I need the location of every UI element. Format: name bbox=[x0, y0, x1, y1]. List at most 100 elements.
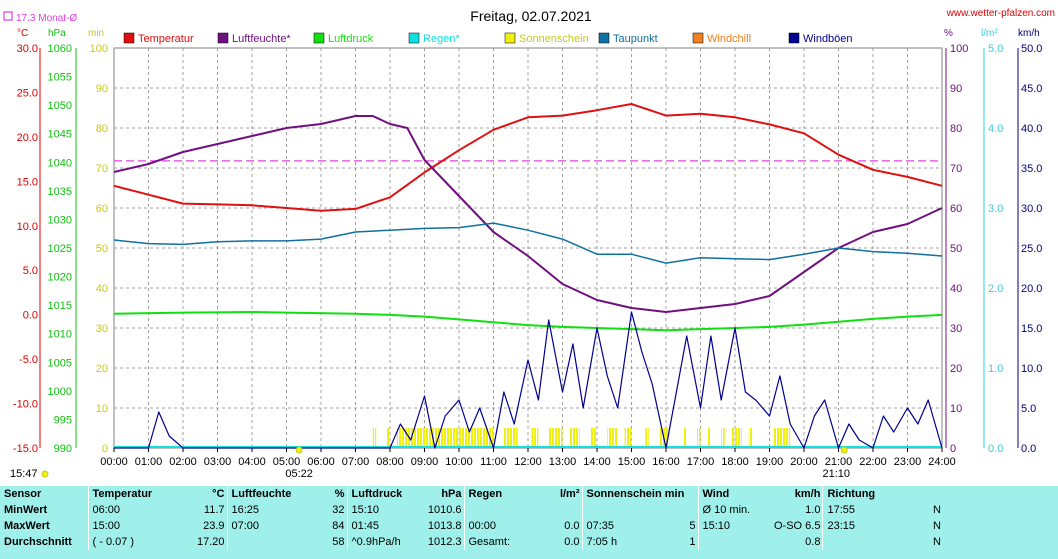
pressure-axis-tick-label: 1060 bbox=[48, 43, 72, 55]
legend-swatch-temperature bbox=[123, 32, 135, 44]
humidity-axis-tick-label: 40 bbox=[950, 283, 962, 295]
sunrise-label: 05:22 bbox=[285, 468, 313, 480]
sunshine-bar bbox=[503, 428, 518, 448]
direction-time bbox=[822, 534, 877, 550]
legend-swatch-humidity bbox=[217, 32, 229, 44]
series-line-pressure bbox=[113, 311, 943, 332]
sunshine-bar bbox=[531, 428, 539, 448]
legend-swatch-windchill bbox=[692, 32, 704, 44]
series-line-gust bbox=[114, 311, 943, 449]
sunshine-bar bbox=[569, 428, 580, 448]
wind-axis-tick-label: 5.0 bbox=[1021, 403, 1036, 415]
rain-unit-label: l/m² bbox=[981, 28, 998, 39]
sunrise-icon bbox=[295, 446, 303, 454]
header-sensor: Sensor bbox=[4, 488, 42, 500]
time-tick-label: 16:00 bbox=[652, 456, 680, 468]
wind-value: 1.0 bbox=[805, 504, 821, 516]
weather-chart: Freitag, 02.07.2021 www.wetter-pfalzen.c… bbox=[3, 8, 1055, 480]
rain-axis-tick-label: 2.0 bbox=[988, 283, 1003, 295]
sunshine-bar bbox=[707, 428, 711, 448]
humidity-axis-tick-label: 20 bbox=[950, 363, 962, 375]
legend-label-pressure: Luftdruck bbox=[328, 33, 374, 45]
pressure-axis-tick-label: 1045 bbox=[48, 129, 72, 141]
stats-row-max: MaxWert 15:00 23.9 07:00 84 01:45 1013.8… bbox=[0, 518, 943, 534]
series-line-dewpoint bbox=[113, 222, 943, 264]
wind-axis-tick-label: 30.0 bbox=[1021, 203, 1042, 215]
pressure-value: 1010.6 bbox=[427, 504, 462, 516]
wind-axis-tick-label: 25.0 bbox=[1021, 243, 1042, 255]
temp-axis-tick-label: -5.0 bbox=[19, 354, 38, 366]
wind-axis-tick-label: 50.0 bbox=[1021, 43, 1042, 55]
wind-time bbox=[697, 534, 770, 550]
header-wind-unit: km/h bbox=[794, 488, 821, 500]
sunshine-bar bbox=[372, 428, 377, 448]
wind-value: O-SO 6.5 bbox=[774, 520, 821, 532]
humidity-time: 07:00 bbox=[226, 518, 307, 534]
source-label: www.wetter-pfalzen.com bbox=[946, 8, 1055, 19]
sunshine-bar bbox=[386, 428, 390, 448]
legend-label-dewpoint: Taupunkt bbox=[613, 33, 658, 45]
sunshine-axis-tick-label: 70 bbox=[96, 163, 108, 175]
sunshine-bar bbox=[607, 428, 618, 448]
header-rain: Regen bbox=[463, 486, 538, 502]
time-tick-label: 10:00 bbox=[445, 456, 473, 468]
time-tick-label: 13:00 bbox=[549, 456, 577, 468]
sunshine-bar bbox=[748, 428, 753, 448]
time-tick-label: 09:00 bbox=[411, 456, 439, 468]
wind-time: Ø 10 min. bbox=[697, 502, 770, 518]
temp-axis-tick-label: 30.0 bbox=[17, 43, 38, 55]
pressure-axis-tick-label: 990 bbox=[54, 443, 72, 455]
humidity-value: 58 bbox=[332, 536, 345, 548]
wind-axis-tick-label: 15.0 bbox=[1021, 323, 1042, 335]
temp-axis-tick-label: 0.0 bbox=[23, 310, 38, 322]
temp-axis-tick-label: 15.0 bbox=[17, 176, 38, 188]
series-line-humidity bbox=[113, 115, 943, 313]
time-tick-label: 21:00 bbox=[825, 456, 853, 468]
rain-axis-tick-label: 1.0 bbox=[988, 363, 1003, 375]
time-tick-label: 22:00 bbox=[859, 456, 887, 468]
time-tick-label: 07:00 bbox=[342, 456, 370, 468]
pressure-time: ^0.9hPa/h bbox=[346, 534, 419, 550]
time-tick-label: 15:00 bbox=[618, 456, 646, 468]
legend-label-rain: Regen* bbox=[423, 33, 460, 45]
legend-swatch-rain bbox=[408, 32, 420, 44]
sunshine-time bbox=[581, 502, 654, 518]
row-label: Durchschnitt bbox=[4, 536, 72, 548]
humidity-axis-tick-label: 50 bbox=[950, 243, 962, 255]
pressure-axis-tick-label: 1040 bbox=[48, 157, 72, 169]
row-label: MaxWert bbox=[4, 520, 50, 532]
direction-value: N bbox=[933, 536, 941, 548]
legend-swatch-dewpoint bbox=[598, 32, 610, 44]
sunset-label: 21:10 bbox=[822, 468, 850, 480]
pressure-value: 1013.8 bbox=[427, 520, 462, 532]
humidity-axis-tick-label: 90 bbox=[950, 83, 962, 95]
pressure-unit-label: hPa bbox=[48, 28, 66, 39]
humidity-axis-tick-label: 0 bbox=[950, 443, 956, 455]
pressure-axis-tick-label: 1015 bbox=[48, 300, 72, 312]
rain-axis-tick-label: 0.0 bbox=[988, 443, 1003, 455]
wind-unit-label: km/h bbox=[1018, 28, 1040, 39]
legend-swatch-pressure bbox=[313, 32, 325, 44]
time-tick-label: 19:00 bbox=[756, 456, 784, 468]
sunshine-axis-tick-label: 30 bbox=[96, 323, 108, 335]
chart-title: Freitag, 02.07.2021 bbox=[470, 8, 592, 24]
sunshine-value: 1 bbox=[689, 536, 696, 548]
temp-value: 11.7 bbox=[203, 504, 225, 516]
humidity-axis-tick-label: 10 bbox=[950, 403, 962, 415]
time-tick-label: 17:00 bbox=[687, 456, 715, 468]
sunshine-value: 5 bbox=[689, 520, 696, 532]
pressure-axis-tick-label: 1035 bbox=[48, 186, 72, 198]
temp-axis-tick-label: 20.0 bbox=[17, 132, 38, 144]
header-temperature-unit: °C bbox=[212, 488, 225, 500]
sun-icon bbox=[41, 470, 49, 478]
wind-axis-tick-label: 35.0 bbox=[1021, 163, 1042, 175]
humidity-axis-tick-label: 70 bbox=[950, 163, 962, 175]
time-tick-label: 18:00 bbox=[721, 456, 749, 468]
humidity-axis-tick-label: 60 bbox=[950, 203, 962, 215]
time-tick-label: 03:00 bbox=[204, 456, 232, 468]
humidity-value: 32 bbox=[332, 504, 345, 516]
sunshine-bar bbox=[721, 428, 725, 448]
time-tick-label: 23:00 bbox=[894, 456, 922, 468]
time-tick-label: 08:00 bbox=[376, 456, 404, 468]
